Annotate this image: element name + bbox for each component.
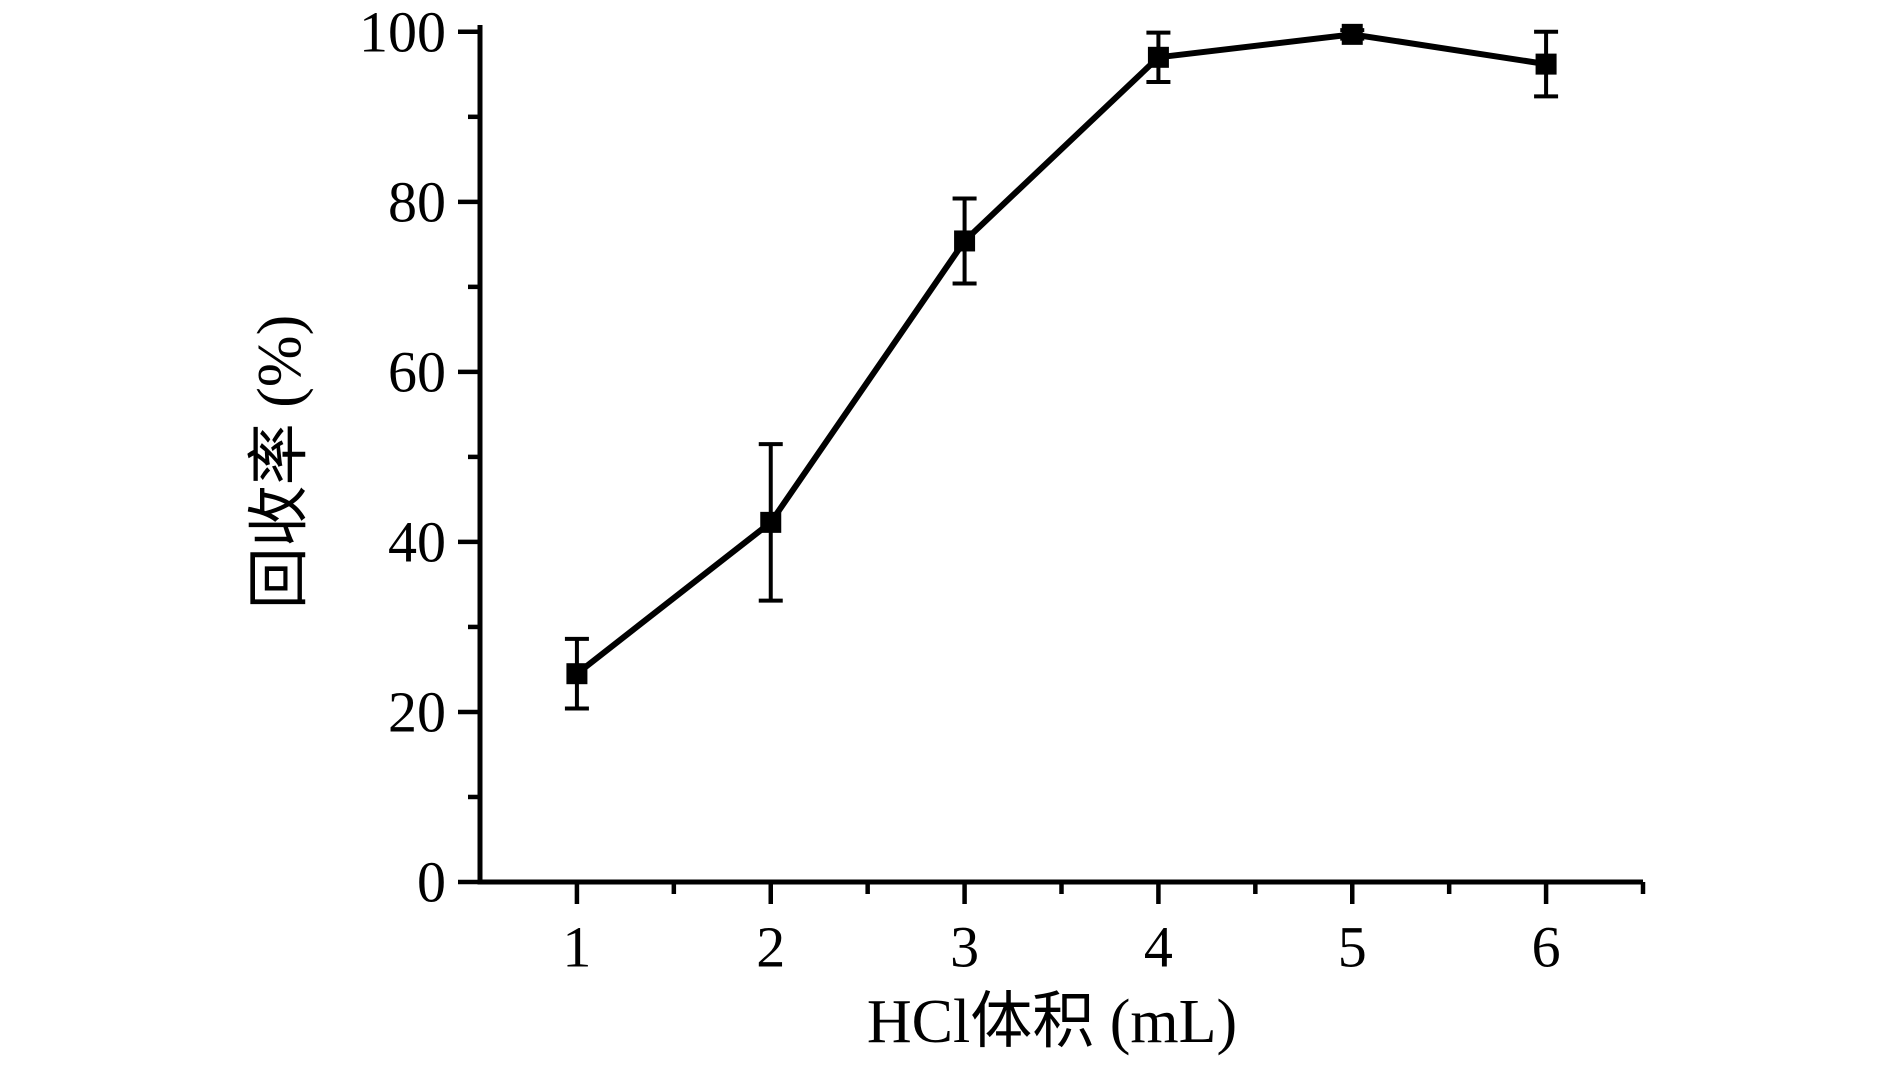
x-axis-label: HCl体积 (mL): [866, 988, 1238, 1056]
y-tick-label: 0: [417, 850, 446, 915]
data-point-marker: [1535, 53, 1557, 75]
data-point-marker: [566, 663, 588, 685]
y-tick-label: 100: [359, 0, 446, 64]
x-tick-label: 6: [1532, 915, 1561, 980]
y-axis-label: 回收率 (%): [246, 314, 314, 610]
x-tick-labels: 1 2 3 4 5 6: [562, 915, 1560, 980]
error-bars: [564, 28, 1559, 711]
data-markers: [566, 23, 1557, 685]
x-tick-label: 4: [1144, 915, 1173, 980]
y-tick-label: 20: [388, 679, 446, 744]
x-tick-label: 1: [562, 915, 591, 980]
data-point-marker: [760, 511, 782, 533]
y-tick-label: 40: [388, 509, 446, 574]
data-point-marker: [1147, 46, 1169, 68]
data-line: [575, 31, 1547, 677]
data-point-marker: [1341, 23, 1363, 45]
y-tick-label: 80: [388, 169, 446, 234]
y-tick-labels: 0 20 40 60 80 100: [359, 0, 446, 915]
x-tick-label: 5: [1338, 915, 1367, 980]
x-tick-label: 2: [756, 915, 785, 980]
data-point-marker: [954, 230, 976, 252]
x-tick-label: 3: [950, 915, 979, 980]
y-axis-ticks: [458, 29, 480, 885]
y-tick-label: 60: [388, 339, 446, 404]
x-axis-ticks: [574, 882, 1646, 904]
